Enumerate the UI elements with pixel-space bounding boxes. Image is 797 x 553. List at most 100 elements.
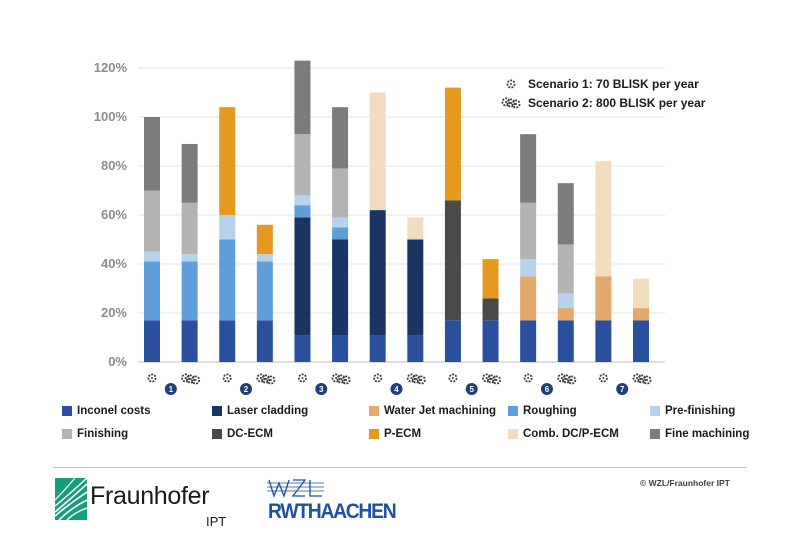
bar-segment	[595, 161, 612, 277]
fraunhofer-institute: IPT	[206, 514, 227, 529]
bar-segment	[482, 320, 499, 362]
bar-segment	[181, 261, 198, 321]
bar-segment	[482, 259, 499, 299]
y-tick-label: 20%	[101, 305, 127, 320]
bar-segment	[294, 195, 311, 206]
y-tick-label: 80%	[101, 158, 127, 173]
bar-segment	[332, 239, 349, 336]
legend-item: Comb. DC/P-ECM	[508, 428, 619, 440]
bar-segment	[633, 320, 649, 362]
bar-segment	[181, 143, 198, 203]
legend-swatch	[650, 429, 660, 439]
bar-segment	[444, 200, 461, 321]
bar-segment	[557, 320, 574, 362]
bar-segment	[332, 217, 349, 228]
blisk-icon	[523, 373, 533, 383]
bar-segment	[256, 261, 273, 321]
blisk-icon	[222, 373, 232, 383]
footer-divider	[53, 467, 746, 468]
group-number-badge: 1	[164, 383, 177, 395]
bar-segment	[595, 276, 612, 321]
bar-segment	[557, 183, 574, 245]
bar-segment	[444, 320, 461, 362]
bar-segment	[144, 251, 160, 262]
blisk-icon	[191, 375, 201, 385]
fraunhofer-name: Fraunhofer	[90, 482, 210, 510]
legend-item: P-ECM	[369, 428, 421, 440]
legend-swatch	[650, 406, 660, 416]
legend-item: DC-ECM	[212, 428, 273, 440]
scenario-1-label: Scenario 1: 70 BLISK per year	[528, 77, 699, 91]
blisk-icon	[411, 374, 421, 384]
blisk-icon	[297, 373, 307, 383]
blisk-icon	[448, 373, 458, 383]
blisk-icon	[506, 98, 516, 108]
blisk-icon	[416, 375, 426, 385]
bar-segment	[369, 92, 386, 211]
bar-segment	[294, 134, 311, 196]
blisk-icon	[373, 373, 383, 383]
x-axis-icons: 1 2 3 4 5 6 7	[147, 373, 652, 395]
bar-segment	[332, 107, 349, 169]
bar-segment	[407, 239, 424, 336]
blisk-icon	[331, 373, 341, 383]
bar-segment	[633, 308, 649, 321]
bar-segment	[144, 320, 160, 362]
bar-segment	[407, 335, 424, 362]
legend-item: Finishing	[62, 428, 128, 440]
legend-swatch	[62, 429, 72, 439]
bar-segment	[144, 190, 160, 252]
bar-segment	[444, 87, 461, 201]
bar-segment	[219, 107, 236, 215]
group-number: 5	[470, 385, 475, 394]
blisk-icon	[341, 375, 351, 385]
bar-segment	[520, 276, 537, 321]
rwth-aachen-name: RWTHAACHEN	[268, 500, 397, 523]
legend-label: DC-ECM	[227, 428, 273, 440]
stacked-bar-chart: 0% 20% 40% 60% 80% 100% 120% 1 2 3 4 5 6 7 Scenario …	[94, 60, 706, 395]
chart-gridlines	[138, 67, 665, 363]
bar-segment	[520, 202, 537, 260]
bar-segment	[144, 261, 160, 321]
group-number-badge: 3	[315, 383, 328, 395]
bar-segment	[181, 202, 198, 255]
blisk-icon	[186, 374, 196, 384]
legend-swatch	[212, 429, 222, 439]
bar-segment	[256, 224, 273, 255]
y-tick-label: 100%	[94, 109, 128, 124]
legend-swatch	[212, 406, 222, 416]
blisk-icon	[261, 374, 271, 384]
legend-label: Inconel costs	[77, 405, 151, 417]
bar-segment	[332, 168, 349, 218]
legend-swatch	[369, 429, 379, 439]
y-axis-ticks: 0% 20% 40% 60% 80% 100% 120%	[94, 60, 128, 369]
group-number-badge: 6	[540, 383, 553, 395]
group-number: 6	[545, 385, 550, 394]
bar-segment	[557, 244, 574, 294]
legend-swatch	[62, 406, 72, 416]
blisk-icon	[632, 373, 642, 383]
group-number-badge: 7	[616, 383, 629, 395]
group-number-badge: 5	[465, 383, 478, 395]
legend-label: Laser cladding	[227, 405, 309, 417]
bar-segment	[369, 335, 386, 362]
legend-label: Finishing	[77, 428, 129, 440]
blisk-icon	[567, 375, 577, 385]
blisk-icon	[642, 375, 652, 385]
group-number: 2	[244, 385, 249, 394]
copyright-notice: © WZL/Fraunhofer IPT	[640, 478, 730, 488]
legend-item: Inconel costs	[62, 405, 151, 417]
bar-segment	[482, 298, 499, 321]
group-number: 3	[319, 385, 324, 394]
fraunhofer-wave-logo-icon	[55, 478, 87, 520]
blisk-icon	[147, 373, 157, 383]
bar-segment	[407, 217, 424, 240]
bar-segment	[294, 60, 311, 135]
group-number-badge: 4	[390, 383, 403, 395]
legend-label: Fine machining	[665, 428, 750, 440]
wzl-logo-icon	[267, 479, 324, 498]
legend-item: Fine machining	[650, 428, 749, 440]
blisk-icon	[501, 97, 511, 107]
bar-segment	[219, 320, 236, 362]
legend-item: Pre-finishing	[650, 405, 735, 417]
